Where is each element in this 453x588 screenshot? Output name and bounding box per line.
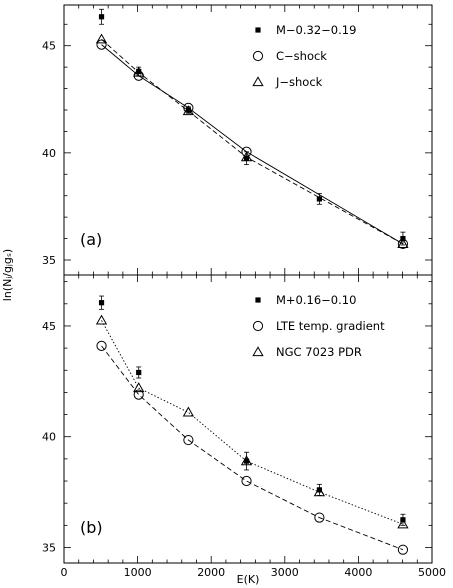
x-tick-label: 2000 <box>197 566 225 579</box>
legend-label: J−shock <box>275 75 323 89</box>
data-point <box>96 340 107 351</box>
data-point <box>240 455 253 466</box>
data-point <box>98 14 105 20</box>
data-point <box>182 406 195 417</box>
y-tick-label: 40 <box>42 431 56 444</box>
data-point <box>133 382 145 393</box>
data-point <box>98 300 105 306</box>
data-point <box>397 518 409 529</box>
x-axis-label: E(K) <box>237 573 260 586</box>
series-line <box>101 44 404 245</box>
data-point <box>185 107 191 113</box>
data-point <box>183 434 194 446</box>
series-line <box>101 38 404 245</box>
data-point <box>397 544 409 555</box>
legend-marker <box>252 50 264 62</box>
panel-label: (b) <box>80 518 103 537</box>
x-tick-label: 1000 <box>124 566 152 579</box>
data-point <box>313 486 326 497</box>
legend-marker <box>252 320 264 332</box>
y-tick-label: 40 <box>42 147 56 160</box>
y-tick-label: 35 <box>42 541 56 554</box>
data-point <box>243 458 250 464</box>
plot-frame <box>63 274 433 564</box>
data-point <box>241 146 252 157</box>
x-tick-label: 4000 <box>344 566 372 579</box>
legend-label: M+0.16−0.10 <box>276 293 356 307</box>
data-point <box>133 389 144 400</box>
plot-frame <box>63 4 433 276</box>
legend-marker <box>255 27 261 33</box>
data-point <box>314 512 325 523</box>
y-axis-label: ln(Nⱼ/gⱼgₛ) <box>1 249 14 301</box>
panel-a: 35 40 45 (a) M−0.32−0.19 C−shock J−shock <box>42 4 433 276</box>
y-tick-label: 45 <box>42 320 56 333</box>
legend-label: LTE temp. gradient <box>276 319 385 333</box>
y-tick-label: 35 <box>42 254 56 267</box>
legend-marker <box>252 76 264 87</box>
data-point <box>316 196 322 202</box>
x-tick-label: 5000 <box>418 566 446 579</box>
data-point <box>96 39 107 50</box>
data-point <box>136 369 142 376</box>
data-point <box>182 105 195 116</box>
legend-marker <box>252 346 264 357</box>
y-tick-label: 45 <box>42 40 56 53</box>
data-point <box>397 238 409 249</box>
legend-label: NGC 7023 PDR <box>276 345 362 359</box>
series-line <box>101 320 404 525</box>
data-point <box>95 314 108 325</box>
data-point <box>133 66 145 77</box>
panel-label: (a) <box>80 230 102 249</box>
data-point <box>241 475 252 487</box>
panel-b: 35 40 45 0 1000 2000 3000 4000 5000 E(K) ln(Nⱼ/gⱼg… <box>1 249 446 586</box>
legend-marker <box>255 297 261 303</box>
data-point <box>316 487 322 493</box>
data-point <box>240 151 253 162</box>
data-point <box>95 33 108 44</box>
x-tick-label: 3000 <box>271 566 299 579</box>
data-point <box>243 155 250 161</box>
series-line <box>101 345 404 551</box>
legend-label: M−0.32−0.19 <box>276 23 356 37</box>
legend-label: C−shock <box>276 49 327 63</box>
x-tick-label: 0 <box>61 566 68 579</box>
